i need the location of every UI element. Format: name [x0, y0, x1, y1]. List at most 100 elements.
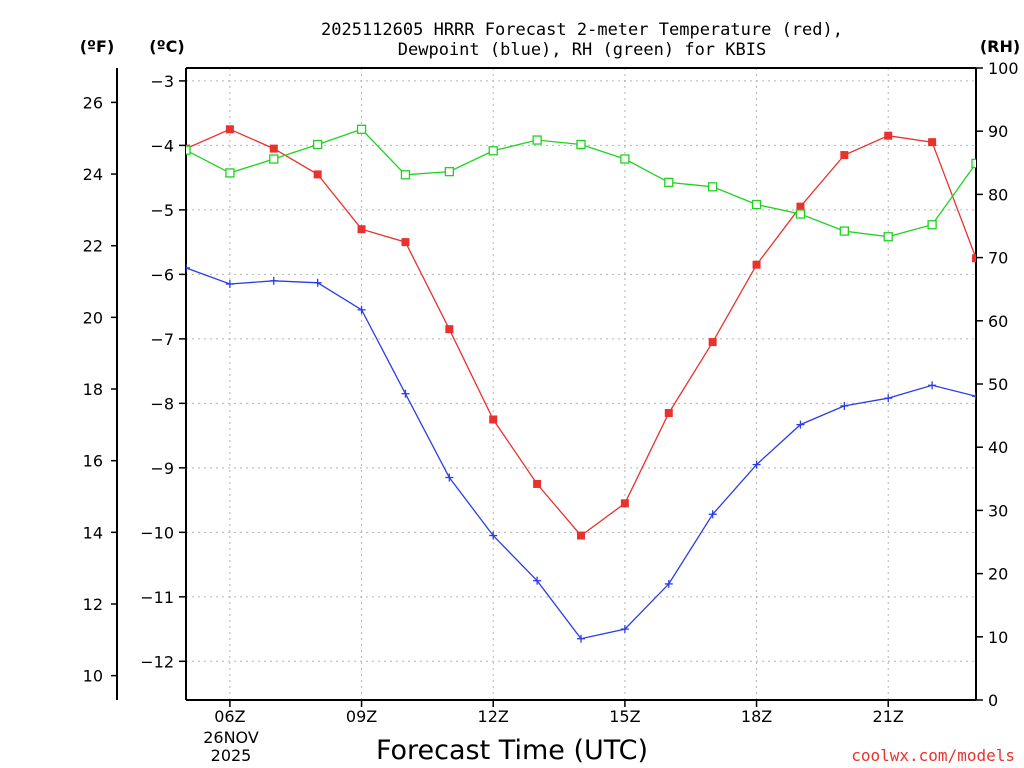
chart-subtitle: Dewpoint (blue), RH (green) for KBIS	[398, 40, 766, 60]
x-tick-label: 09Z	[346, 707, 377, 726]
rh-point	[971, 158, 976, 169]
temperature-point	[708, 338, 717, 347]
dewpoint-point	[357, 305, 366, 314]
dewpoint-point	[752, 460, 761, 469]
celsius-tick-label: −7	[150, 330, 174, 349]
tick-labels: 06Z 09Z 12Z 15Z 18Z 21Z −3 −4 −5 −6 −7 −8 −9 −10 −11 −1…	[83, 59, 1019, 726]
rh-tick-label: 60	[988, 312, 1008, 331]
rh-point	[708, 182, 718, 192]
rh-point	[225, 168, 235, 178]
temperature-point	[445, 325, 454, 334]
rh-point	[751, 199, 762, 210]
x-tick-label: 12Z	[478, 707, 509, 726]
x-tick-label: 18Z	[741, 707, 772, 726]
fahrenheit-tick-label: 24	[83, 165, 103, 184]
rh-point	[576, 139, 586, 150]
temperature-point	[752, 260, 761, 269]
celsius-tick-label: −9	[150, 459, 174, 478]
rh-point	[664, 177, 674, 188]
dewpoint-point	[840, 401, 849, 410]
temperature-point	[225, 125, 234, 134]
rh-tick-label: 80	[988, 185, 1008, 204]
dewpoint-point	[664, 579, 673, 588]
rh-point	[269, 154, 279, 164]
temperature-point	[840, 151, 849, 160]
dewpoint-point	[489, 531, 498, 540]
rh-tick-label: 0	[988, 691, 998, 710]
x-axis-title: Forecast Time (UTC)	[376, 735, 648, 766]
rh-point	[400, 170, 411, 180]
credit-text: coolwx.com/models	[851, 746, 1015, 765]
dewpoint-point	[796, 420, 805, 429]
rh-tick-label: 100	[988, 59, 1019, 78]
dewpoint-point	[401, 389, 410, 398]
temperature-point	[401, 238, 410, 247]
fahrenheit-tick-label: 26	[83, 93, 103, 112]
celsius-tick-label: −4	[150, 136, 174, 155]
fahrenheit-tick-label: 18	[83, 380, 103, 399]
temperature-line	[186, 128, 976, 537]
temperature-point	[972, 254, 976, 263]
rh-point	[839, 226, 849, 236]
temperature-point	[884, 131, 893, 140]
celsius-tick-label: −12	[140, 652, 174, 671]
celsius-tick-label: −3	[150, 72, 174, 91]
data-series	[186, 124, 976, 643]
temperature-point	[928, 138, 937, 147]
rh-tick-label: 30	[988, 501, 1008, 520]
temperature-point	[357, 225, 366, 234]
dewpoint-point	[186, 263, 190, 272]
fahrenheit-tick-label: 12	[83, 595, 103, 614]
fahrenheit-tick-label: 14	[83, 523, 103, 542]
fahrenheit-tick-label: 20	[83, 308, 103, 327]
rh-tick-label: 40	[988, 438, 1008, 457]
fahrenheit-tick-label: 16	[83, 452, 103, 471]
fahrenheit-tick-label: 10	[83, 667, 103, 686]
temperature-point	[489, 415, 498, 424]
fahrenheit-tick-label: 22	[83, 237, 103, 256]
temperature-point	[577, 531, 585, 540]
dewpoint-point	[533, 576, 542, 585]
temperature-point	[269, 144, 278, 153]
celsius-tick-label: −5	[150, 201, 174, 220]
celsius-tick-label: −8	[150, 394, 174, 413]
dewpoint-point	[972, 392, 976, 401]
temperature-point	[796, 202, 805, 211]
rh-unit-label: (RH)	[980, 37, 1020, 56]
temperature-point	[533, 479, 542, 488]
rh-point	[927, 220, 937, 230]
x-tick-label: 21Z	[873, 707, 904, 726]
rh-point	[883, 232, 893, 242]
x-tick-label: 15Z	[609, 707, 640, 726]
temperature-point	[664, 409, 673, 418]
rh-point	[620, 154, 630, 164]
date-label-day: 26NOV	[203, 728, 259, 747]
temperature-point	[620, 499, 629, 508]
dewpoint-point	[708, 510, 717, 519]
chart-title: 2025112605 HRRR Forecast 2-meter Tempera…	[321, 20, 843, 40]
celsius-tick-label: −11	[140, 588, 174, 607]
rh-tick-label: 50	[988, 375, 1008, 394]
temperature-point	[313, 170, 322, 179]
grid-lines	[186, 68, 976, 700]
celsius-unit-label: (ºC)	[149, 37, 184, 56]
rh-point	[795, 209, 806, 219]
dewpoint-point	[269, 276, 278, 285]
dewpoint-point	[577, 634, 585, 643]
rh-point	[356, 124, 367, 134]
rh-point	[186, 145, 191, 155]
rh-tick-label: 70	[988, 249, 1008, 268]
rh-point	[444, 166, 454, 177]
rh-tick-label: 10	[988, 628, 1008, 647]
x-tick-label: 06Z	[214, 707, 245, 726]
fahrenheit-unit-label: (ºF)	[80, 37, 115, 56]
dewpoint-point	[313, 278, 322, 287]
dewpoint-point	[884, 394, 893, 403]
axes	[111, 67, 983, 707]
rh-point	[488, 146, 498, 156]
rh-tick-label: 20	[988, 565, 1008, 584]
dewpoint-point	[445, 473, 454, 482]
dewpoint-line	[186, 267, 976, 640]
celsius-tick-label: −6	[150, 265, 174, 284]
